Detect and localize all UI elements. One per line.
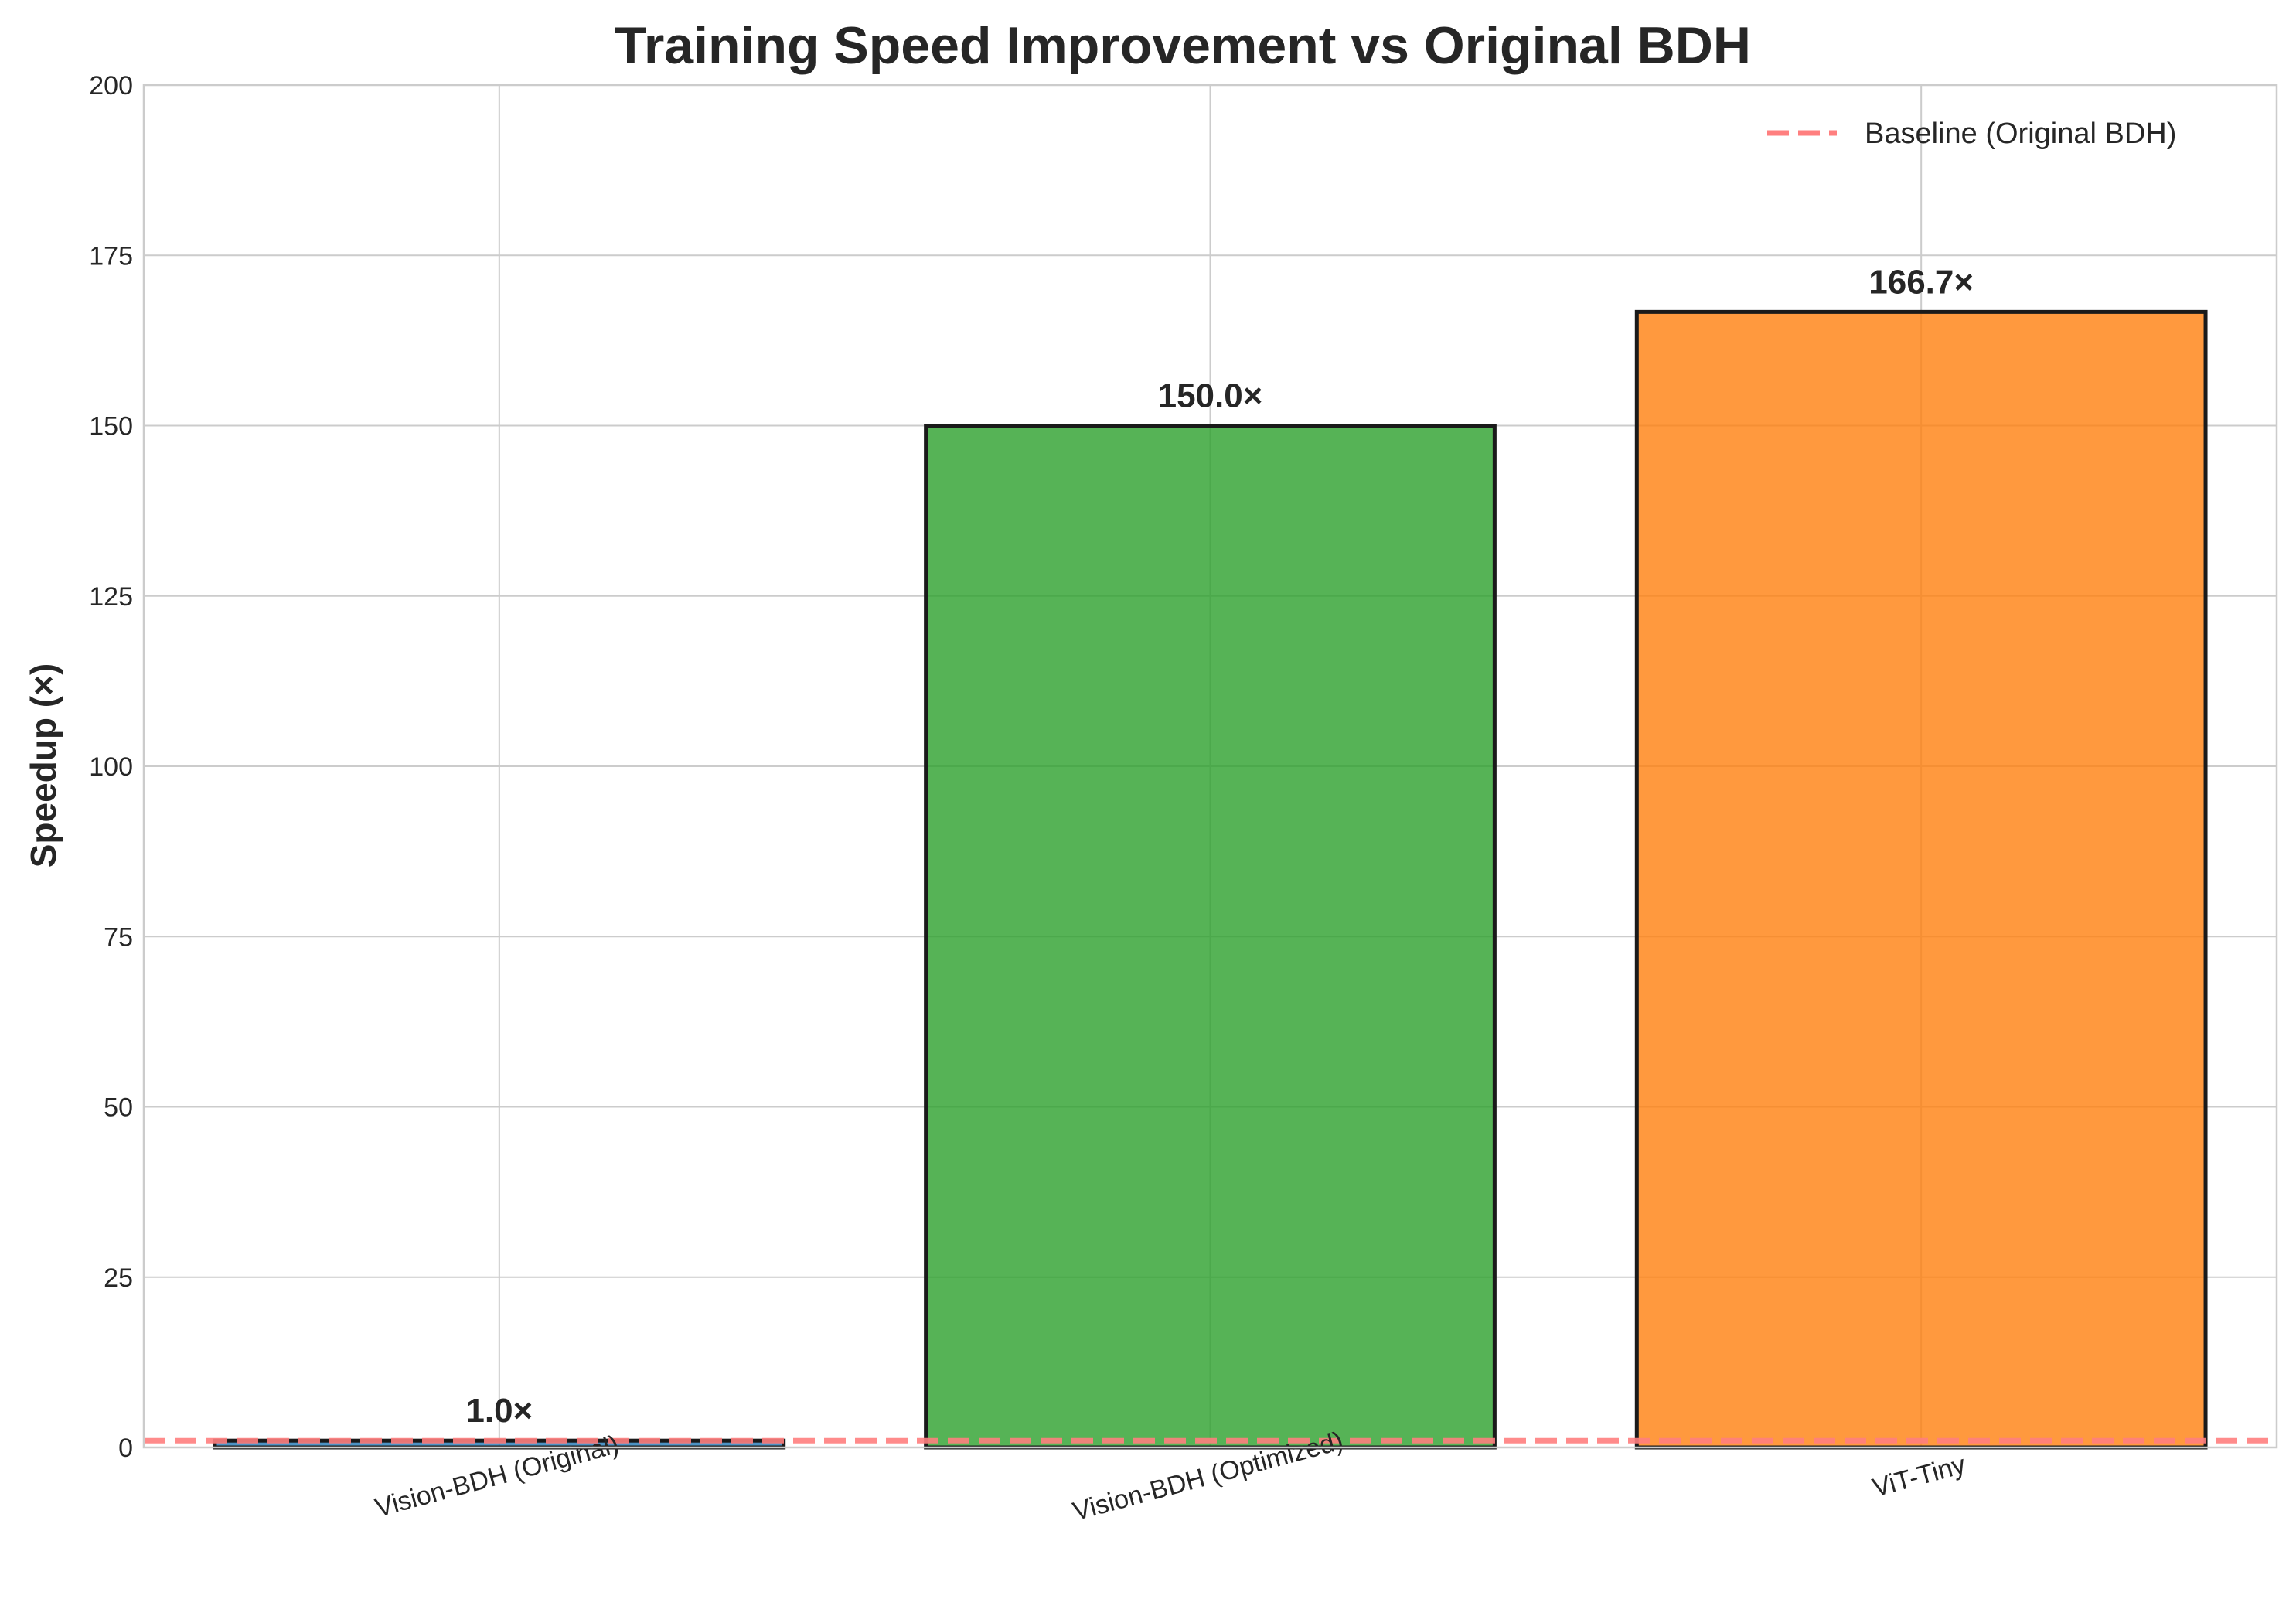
y-tick-label: 125 (89, 582, 133, 612)
y-tick-label: 100 (89, 752, 133, 782)
legend: Baseline (Original BDH) (1767, 118, 2176, 150)
y-tick-label: 25 (104, 1263, 133, 1293)
y-tick-label: 0 (118, 1434, 133, 1463)
y-axis-label: Speedup (×) (23, 663, 63, 868)
y-tick-label: 50 (104, 1093, 133, 1123)
chart-title: Training Speed Improvement vs Original B… (615, 16, 1751, 75)
bar (924, 424, 1497, 1450)
y-axis-ticks: 0 25 50 75 100 125 150 175 200 (89, 71, 133, 1463)
bar-value-label: 166.7× (1868, 263, 1974, 301)
bar (1634, 309, 2208, 1450)
bar-value-label: 1.0× (465, 1392, 533, 1430)
bar-value-labels: 1.0× 150.0× 166.7× (465, 263, 1974, 1430)
plot-frame (142, 84, 2278, 1449)
y-tick-label: 200 (89, 71, 133, 101)
bars (213, 309, 2208, 1450)
y-tick-label: 150 (89, 412, 133, 442)
y-tick-label: 175 (89, 241, 133, 271)
legend-baseline-label: Baseline (Original BDH) (1865, 118, 2176, 150)
y-tick-label: 75 (104, 922, 133, 952)
bar-value-label: 150.0× (1158, 377, 1263, 415)
